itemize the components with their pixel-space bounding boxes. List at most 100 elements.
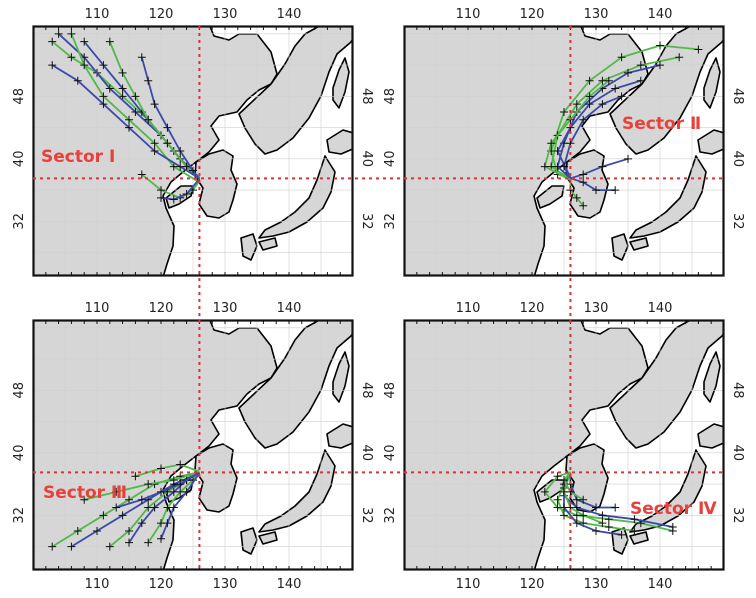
trajectory-marker xyxy=(624,68,632,77)
map-frame xyxy=(403,25,725,277)
trajectory-line xyxy=(570,157,629,180)
left-tick-label: 32 xyxy=(12,507,27,524)
bottom-tick-label: 130 xyxy=(213,577,238,592)
top-tick-label: 130 xyxy=(213,7,238,22)
trajectory-marker xyxy=(656,61,664,70)
trajectory-marker xyxy=(694,45,703,54)
trajectory-marker xyxy=(547,139,556,148)
map-panel-ii: 110 120 130 140 48 40 32 48 40 32 Sector Ⅱ xyxy=(383,7,745,277)
trajectory-marker xyxy=(137,519,146,528)
trajectory-marker xyxy=(592,186,600,195)
trajectory-line xyxy=(563,471,622,536)
top-tick-label: 110 xyxy=(85,301,110,316)
trajectory-line xyxy=(556,79,642,178)
top-tick-label: 120 xyxy=(520,7,545,22)
trajectory-marker xyxy=(118,68,127,77)
top-tick-label: 110 xyxy=(456,7,481,22)
top-tick-label: 130 xyxy=(584,301,609,316)
trajectory-marker xyxy=(579,170,588,179)
trajectory-marker xyxy=(668,523,677,532)
trajectory-marker xyxy=(579,115,588,124)
trajectory-marker xyxy=(157,464,165,473)
trajectory-marker xyxy=(189,166,197,175)
trajectory-line xyxy=(160,178,201,201)
trajectory-marker xyxy=(617,530,626,539)
graticule xyxy=(404,320,724,570)
trajectory-marker xyxy=(137,495,146,504)
trajectory-marker xyxy=(579,495,588,504)
trajectory-marker xyxy=(604,76,613,85)
top-tick-label: 140 xyxy=(648,7,673,22)
trajectory-marker xyxy=(592,503,600,512)
trajectory-marker xyxy=(572,519,581,528)
top-tick-label: 130 xyxy=(213,301,238,316)
map-frame xyxy=(32,25,354,277)
bottom-tick-label: 140 xyxy=(648,577,673,592)
top-tick-label: 120 xyxy=(149,7,174,22)
trajectory-marker xyxy=(73,526,82,535)
right-tick-label: 48 xyxy=(730,88,745,105)
trajectory-marker xyxy=(169,503,178,512)
trajectory-marker xyxy=(553,472,562,481)
left-tick-label: 48 xyxy=(12,382,27,399)
trajectory-marker xyxy=(579,178,588,187)
map-frame xyxy=(403,319,725,571)
trajectory-line xyxy=(147,471,201,544)
bottom-tick-label: 110 xyxy=(85,577,110,592)
left-tick-label: 40 xyxy=(12,151,27,168)
trajectory-marker xyxy=(656,41,664,50)
trajectory-marker xyxy=(150,100,159,109)
bottom-tick-label: 110 xyxy=(456,577,481,592)
trajectory-marker xyxy=(579,201,588,210)
trajectory-marker xyxy=(560,107,568,116)
trajectory-marker xyxy=(592,526,600,535)
trajectory-marker xyxy=(150,503,159,512)
trajectory-marker xyxy=(157,534,165,543)
trajectory-marker xyxy=(163,519,172,528)
trajectory-marker xyxy=(99,511,108,520)
graticule xyxy=(33,320,353,570)
top-tick-label: 110 xyxy=(85,7,110,22)
trajectory-marker xyxy=(112,487,121,496)
trajectory-marker xyxy=(163,139,172,148)
map-panel-iv: 110 120 130 140 110 120 130 140 48 40 32 48 40 32 Sect… xyxy=(383,301,745,592)
bottom-tick-label: 120 xyxy=(520,577,545,592)
trajectory-line xyxy=(563,95,622,179)
bottom-tick-label: 130 xyxy=(584,577,609,592)
trajectory-marker xyxy=(182,189,191,198)
trajectory-marker xyxy=(598,519,607,528)
trajectory-marker xyxy=(112,503,121,512)
trajectory-marker xyxy=(572,193,581,202)
top-tick-label: 140 xyxy=(277,301,302,316)
trajectory-marker xyxy=(169,195,178,204)
trajectory-marker xyxy=(169,476,178,485)
sector-label: Sector Ⅱ xyxy=(622,114,701,134)
map-panel-i: 110 120 130 140 48 40 32 48 40 32 Sector Ⅰ xyxy=(12,7,374,277)
right-tick-label: 32 xyxy=(730,213,745,230)
sector-label: Sector Ⅳ xyxy=(630,499,717,519)
trajectory-marker xyxy=(630,526,639,535)
trajectory-marker xyxy=(630,515,639,524)
trajectory-marker xyxy=(617,92,626,101)
trajectory-marker xyxy=(80,37,89,46)
trajectory-marker xyxy=(611,503,620,512)
trajectory-marker xyxy=(125,123,133,132)
trajectory-marker xyxy=(636,76,645,85)
right-tick-label: 32 xyxy=(359,213,374,230)
trajectory-line xyxy=(563,471,584,501)
trajectory-marker xyxy=(150,147,159,155)
graticule xyxy=(33,26,353,276)
trajectory-marker xyxy=(144,480,153,489)
trajectory-marker xyxy=(118,84,127,93)
trajectory-marker xyxy=(73,76,82,85)
trajectory-marker xyxy=(176,480,185,489)
trajectory-marker xyxy=(157,186,165,195)
left-tick-label: 40 xyxy=(12,445,27,462)
trajectory-marker xyxy=(125,526,133,535)
trajectory-marker xyxy=(560,511,568,520)
trajectory-marker xyxy=(105,37,114,46)
trajectory-marker xyxy=(176,162,185,171)
trajectory-marker xyxy=(48,61,57,70)
trajectory-marker xyxy=(579,511,588,520)
panels-root: 110 120 130 140 48 40 32 48 40 32 Sector Ⅰ 110 120 13… xyxy=(12,7,745,592)
